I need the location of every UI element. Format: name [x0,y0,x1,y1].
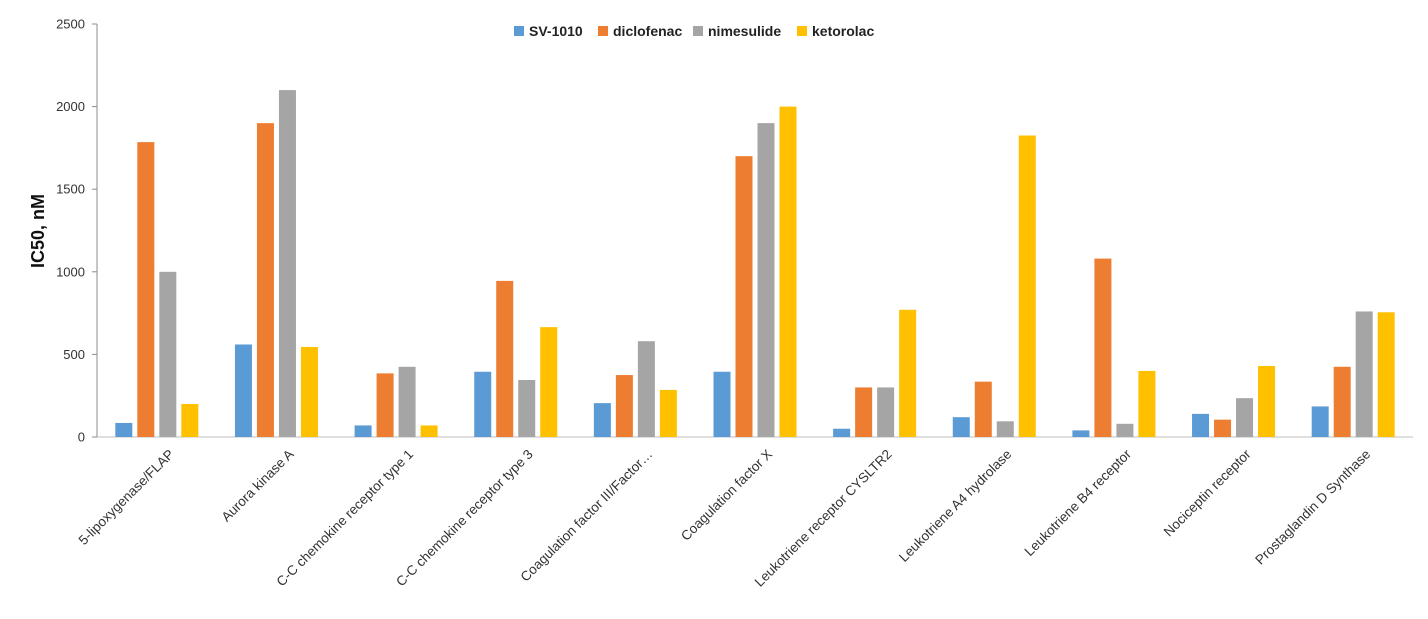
bar [1072,430,1090,437]
bar [1311,406,1329,437]
bar [540,327,558,437]
bar [1138,370,1156,437]
bar [735,156,753,437]
legend-item: diclofenac [598,23,682,39]
bar [474,371,492,437]
bar [1018,135,1036,437]
bar [757,123,775,438]
bar [234,344,252,437]
bar [159,271,177,437]
x-category-label: Leukotriene A4 hydrolase [896,447,1014,565]
bar [256,123,274,438]
x-category-label: Coagulation factor III/Factor… [518,447,656,585]
bar [181,403,199,437]
y-tick-label: 500 [63,347,85,362]
bar [974,381,992,437]
bars [115,90,1395,438]
bar [659,389,677,437]
y-tick-label: 1500 [56,182,85,197]
bar [899,309,917,437]
y-tick-label: 1000 [56,264,85,279]
y-tick-label: 0 [78,430,85,445]
x-category-label: 5-lipoxygenase/FLAP [76,447,177,548]
legend-label: diclofenac [613,23,682,39]
x-category-label: Leukotriene receptor CYSLTR2 [752,447,895,590]
legend-swatch [598,26,608,36]
bar [1214,419,1232,437]
bar [1094,258,1112,437]
bar [1192,413,1210,437]
x-category-label: Aurora kinase A [219,447,297,525]
bar [376,373,394,437]
legend-label: nimesulide [708,23,781,39]
bar [1236,398,1254,437]
bar [496,280,514,437]
x-category-label: C-C chemokine receptor type 1 [273,447,416,590]
bar [398,366,416,437]
bar [615,375,633,437]
bar [420,425,438,437]
x-category-label: C-C chemokine receptor type 3 [393,447,536,590]
bar [593,403,611,437]
bar [855,387,873,437]
x-category-label: Prostaglandin D Synthase [1252,447,1373,568]
legend-label: ketorolac [812,23,874,39]
bar [1355,311,1373,437]
bar [1116,423,1134,437]
bar [713,371,731,437]
y-tick-label: 2500 [56,17,85,32]
bar [518,380,536,437]
y-tick-label: 2000 [56,99,85,114]
legend: SV-1010 diclofenac nimesulide ketorolac [514,23,874,39]
x-category-label: Coagulation factor X [678,447,775,544]
x-category-label: Leukotriene B4 receptor [1022,446,1135,559]
bar [1333,366,1351,437]
bar [637,341,655,437]
legend-item: SV-1010 [514,23,583,39]
y-axis-title: IC50, nM [28,194,48,268]
bar [779,106,797,437]
bar [1377,312,1395,437]
bar [1258,365,1276,437]
legend-item: ketorolac [797,23,874,39]
category-labels: 5-lipoxygenase/FLAP Aurora kinase AC-C ch… [76,446,1374,589]
bar [833,428,851,437]
bar [952,417,970,437]
legend-item: nimesulide [693,23,781,39]
bar [300,346,318,437]
legend-swatch [693,26,703,36]
bar [115,422,133,437]
bar [137,142,155,438]
bar [354,425,372,437]
bar [996,421,1014,437]
x-category-label: Nociceptin receptor [1161,446,1254,539]
bar [877,387,895,437]
legend-label: SV-1010 [529,23,583,39]
legend-swatch [797,26,807,36]
bar [278,90,296,437]
legend-swatch [514,26,524,36]
